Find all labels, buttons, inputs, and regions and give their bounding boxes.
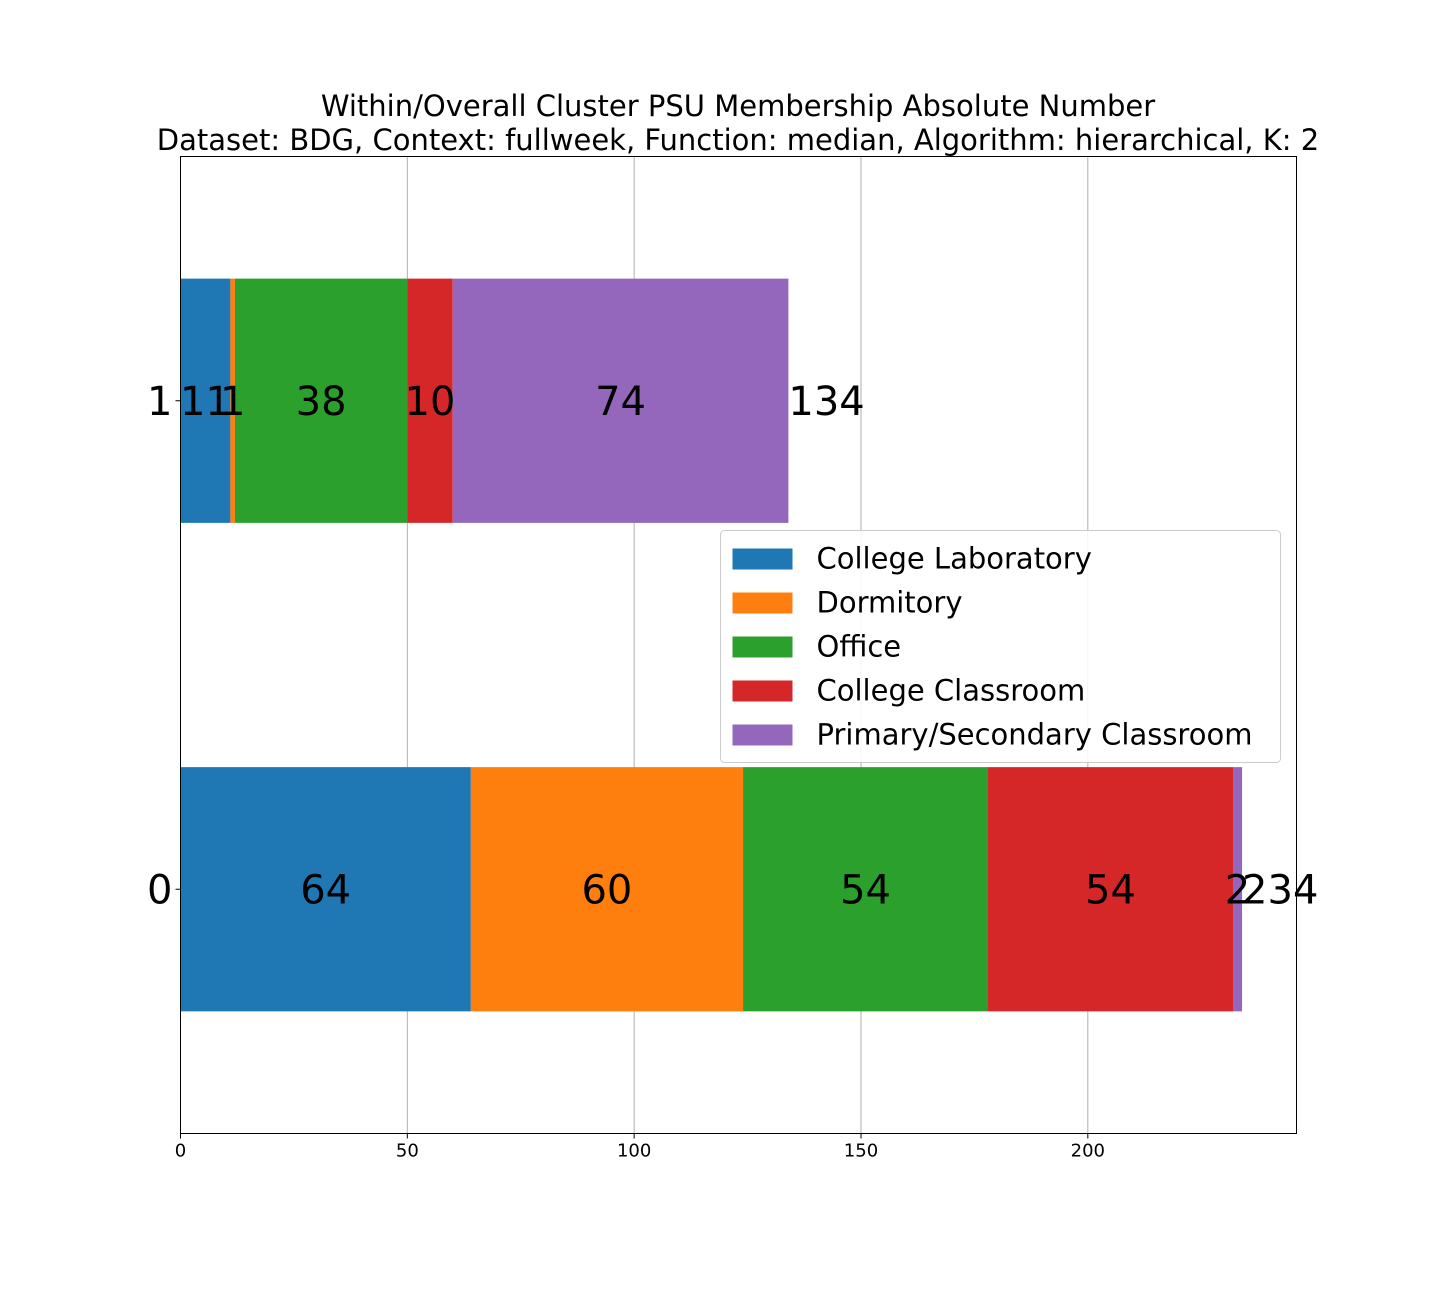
legend-swatch	[732, 636, 793, 658]
x-tick-label: 50	[396, 1141, 419, 1162]
y-tick-label: 1	[147, 379, 172, 425]
legend-label: Primary/Secondary Classroom	[817, 718, 1253, 752]
bar-segment	[452, 278, 789, 523]
legend-label: College Laboratory	[817, 542, 1092, 576]
chart-subtitle: Dataset: BDG, Context: fullweek, Functio…	[157, 123, 1319, 157]
plot-frame	[180, 156, 1297, 1134]
bar-value-label: 2	[1225, 867, 1250, 913]
legend-swatch	[732, 548, 793, 570]
bar-segment	[1232, 767, 1243, 1012]
bar-value-label: 54	[1085, 867, 1136, 913]
bar-segment	[988, 767, 1233, 1012]
bar-segment	[180, 278, 231, 523]
legend-swatch	[732, 592, 793, 614]
legend-label: College Classroom	[817, 674, 1086, 708]
x-tick-label: 100	[617, 1141, 651, 1162]
bar-value-label: 11	[180, 379, 231, 425]
y-axis: 01	[147, 379, 181, 913]
bar-segment	[234, 278, 408, 523]
legend-box	[720, 530, 1281, 763]
bar-value-label: 1	[220, 379, 245, 425]
legend: College Laboratory Dormitory Office College…	[720, 530, 1281, 763]
bar-value-label: 60	[581, 867, 632, 913]
legend-label: Office	[817, 630, 902, 664]
y-tick-label: 0	[147, 867, 172, 913]
bar-segment	[407, 278, 453, 523]
bar-value-label: 74	[595, 379, 646, 425]
bar-total-label: 134	[788, 379, 864, 425]
bar-segment	[743, 767, 989, 1012]
x-tick-label: 200	[1071, 1141, 1105, 1162]
legend-label: Dormitory	[817, 586, 963, 620]
bar-value-label: 54	[840, 867, 891, 913]
bar-value-label: 64	[300, 867, 351, 913]
legend-swatch	[732, 680, 793, 702]
x-tick-label: 0	[175, 1141, 186, 1162]
bar-value-label: 38	[296, 379, 347, 425]
bar-value-label: 10	[405, 379, 456, 425]
bar-segment	[470, 767, 744, 1012]
bar-segment	[180, 767, 471, 1012]
bars	[180, 278, 1243, 1012]
bar-total-label: 234	[1242, 867, 1318, 913]
x-tick-label: 150	[844, 1141, 878, 1162]
x-axis: 0 50 100 150 200	[175, 1133, 1105, 1162]
bar-segment	[230, 278, 235, 523]
legend-swatch	[732, 724, 793, 746]
chart-title: Within/Overall Cluster PSU Membership Ab…	[321, 89, 1155, 123]
